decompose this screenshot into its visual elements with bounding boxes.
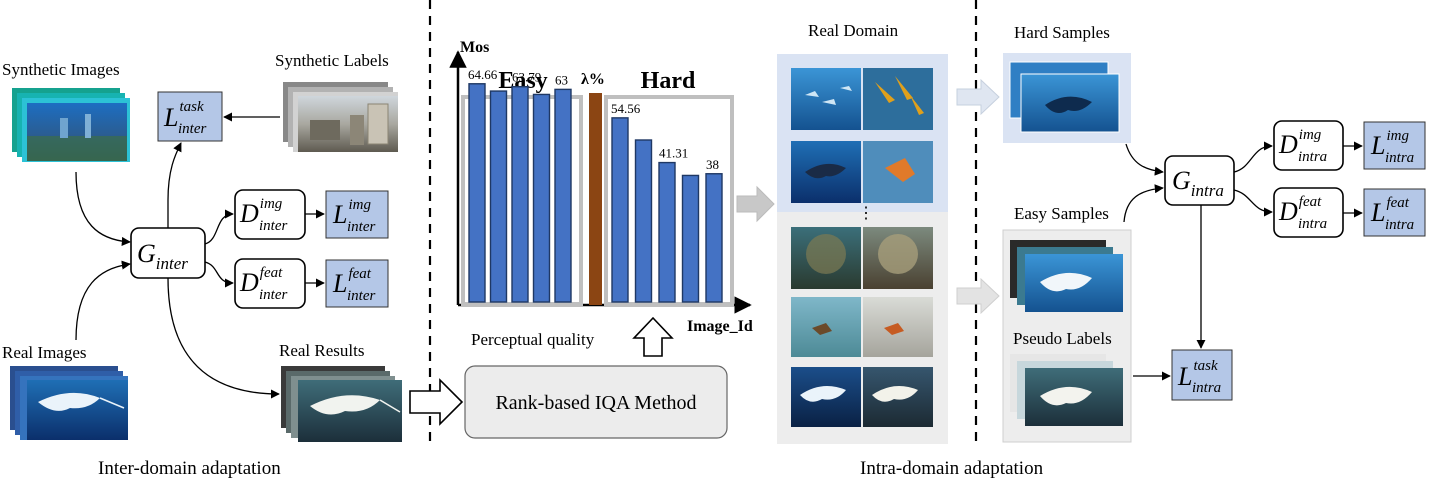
iqa-method-box: [464, 365, 728, 439]
group-title-hard: Hard: [641, 68, 696, 94]
synthetic-labels-label: Synthetic Labels: [275, 51, 389, 70]
pseudo-labels-stack: [1010, 354, 1123, 426]
loss-feat-intra-label: Lfeat intra: [1370, 195, 1414, 233]
easy-samples-label: Easy Samples: [1014, 204, 1109, 223]
real-results-label: Real Results: [279, 341, 364, 360]
loss-feat-intra-box: [1363, 188, 1426, 237]
bar-label-easy-5: 63: [555, 72, 568, 87]
synthetic-labels-stack: [283, 82, 398, 152]
bar-easy-4: [532, 93, 551, 303]
loss-img-intra-label: Limg intra: [1370, 128, 1414, 166]
bar-hard-2: [634, 139, 653, 303]
bar-hard-3: [658, 161, 676, 303]
ellipsis-label: ⋮: [858, 205, 874, 222]
loss-img-inter-label: Limg inter: [332, 197, 375, 235]
real-results-stack: [281, 366, 402, 442]
arrow-generator-to-disc-feat-intra: [1233, 189, 1273, 217]
x-axis-label: Image_Id: [687, 318, 753, 335]
lambda-split-label: λ%: [581, 71, 605, 88]
discriminator-img-inter-label: Dimg inter: [239, 196, 287, 234]
arrow-real-to-generator: [75, 260, 131, 341]
group-frame-hard: [604, 95, 734, 306]
discriminator-feat-inter-label: Dfeat inter: [239, 265, 287, 303]
arrow-easy-to-generator: [1123, 184, 1164, 223]
bar-label-hard-3: 41.31: [659, 146, 688, 161]
real-domain-easy-thumbnails: [791, 227, 933, 427]
arrow-generator-to-loss-task: [167, 142, 182, 228]
loss-task-inter-box: [157, 91, 223, 142]
arrow-generator-to-disc-img: [204, 209, 234, 245]
bar-label-hard-1: 54.56: [611, 101, 641, 116]
intra-domain-caption: Intra-domain adaptation: [860, 458, 1044, 479]
loss-task-inter-label: Ltask inter: [163, 99, 206, 137]
arrow-generator-to-disc-img-intra: [1233, 141, 1273, 173]
bar-hard-5: [705, 173, 723, 303]
synthetic-images-label: Synthetic Images: [2, 60, 120, 79]
hard-samples-label: Hard Samples: [1014, 23, 1110, 42]
arrow-generator-to-disc-feat: [204, 261, 234, 288]
pseudo-labels-label: Pseudo Labels: [1013, 329, 1112, 348]
real-images-stack: [10, 366, 128, 440]
hollow-arrow-results-to-iqa: [409, 378, 464, 426]
light-arrow-to-hard: [956, 78, 1000, 116]
real-images-label: Real Images: [2, 343, 87, 362]
bar-easy-1: [468, 83, 486, 303]
generator-inter-label: Ginter: [137, 239, 188, 273]
real-domain-label: Real Domain: [808, 21, 899, 40]
bar-label-hard-5: 38: [706, 157, 719, 172]
y-axis-label: Mos: [460, 39, 489, 56]
hollow-arrow-up: [632, 316, 674, 357]
real-domain-hard-thumbnails: [791, 68, 933, 203]
generator-intra-box: [1164, 155, 1235, 206]
bar-easy-3: [511, 86, 529, 303]
bar-label-easy-1: 64.66: [468, 67, 498, 82]
bar-easy-2: [489, 90, 508, 303]
discriminator-feat-intra-label: Dfeat intra: [1278, 194, 1327, 232]
perceptual-quality-label: Perceptual quality: [471, 330, 595, 349]
light-arrow-to-easy: [956, 277, 1000, 315]
lambda-split-bar: [589, 93, 602, 305]
bar-hard-4: [681, 174, 700, 303]
bar-hard-1: [611, 117, 629, 303]
easy-samples-stack: [1010, 240, 1123, 312]
inter-domain-caption: Inter-domain adaptation: [98, 458, 281, 479]
iqa-method-label: Rank-based IQA Method: [495, 392, 696, 414]
gray-arrow-chart-to-domain: [736, 185, 775, 223]
arrow-synthetic-to-generator: [75, 171, 131, 246]
bar-easy-5: [554, 88, 572, 303]
synthetic-images-stack: [12, 88, 130, 162]
loss-img-intra-box: [1363, 121, 1426, 170]
generator-intra-label: Gintra: [1172, 166, 1224, 200]
discriminator-img-intra-label: Dimg intra: [1278, 127, 1327, 165]
loss-feat-inter-label: Lfeat inter: [332, 266, 375, 304]
loss-feat-inter-box: [325, 259, 389, 308]
loss-task-intra-box: [1171, 349, 1233, 401]
loss-task-intra-label: Ltask intra: [1177, 358, 1221, 396]
hard-samples-stack: [1009, 61, 1120, 133]
bar-label-easy-3: 63.79: [512, 70, 541, 85]
arrow-generator-to-results: [167, 277, 280, 399]
arrow-hard-to-generator: [1125, 143, 1164, 176]
loss-img-inter-box: [325, 190, 389, 239]
